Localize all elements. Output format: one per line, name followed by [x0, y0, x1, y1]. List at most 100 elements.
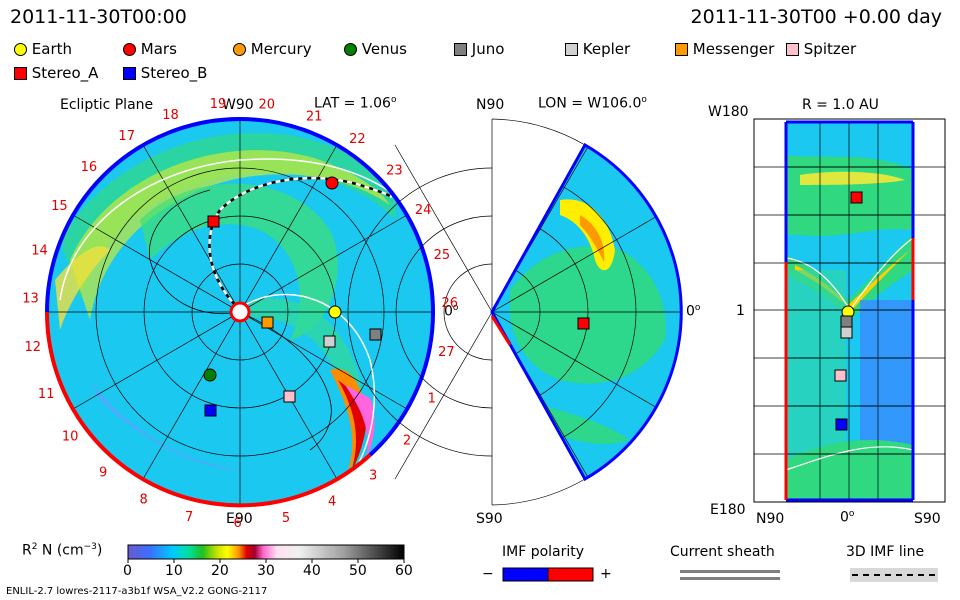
carrington-label: 10 [62, 429, 79, 444]
carrington-label: 25 [434, 248, 451, 263]
carrington-label: 3 [369, 468, 377, 483]
ecliptic-bottom-label: E90 [226, 511, 253, 527]
messenger-marker [261, 316, 274, 329]
polarity-rim-negative [45, 117, 435, 313]
imf-plus: + [600, 566, 612, 582]
current-sheath-line-2 [244, 293, 376, 471]
mars-marker [325, 176, 339, 190]
radial-spitzer-marker [834, 369, 847, 382]
earth-marker [328, 305, 342, 319]
meridional-rim-positive [490, 315, 512, 346]
carrington-label: 18 [162, 108, 179, 123]
colorbar-tick-20: 20 [211, 563, 229, 579]
carrington-label: 8 [139, 493, 147, 508]
imf-line-title: 3D IMF line [846, 544, 925, 560]
earth-marker-icon [14, 43, 27, 56]
carrington-label: 16 [81, 160, 98, 175]
current-sheath-title: Current sheath [670, 544, 775, 560]
legend-juno: Juno [454, 40, 504, 58]
imf-line-dash [208, 176, 393, 309]
density-band-yellow [70, 150, 390, 320]
carrington-label: 7 [185, 510, 193, 525]
legend-stereo-b: Stereo_B [123, 64, 207, 82]
current-sheath-swatch-1 [680, 570, 780, 573]
colorbar [127, 544, 405, 560]
carrington-label: 1 [428, 391, 436, 406]
radial-x-right: S90 [914, 511, 941, 527]
colorbar-tick-60: 60 [395, 563, 413, 579]
density-band-inner [140, 183, 338, 340]
carrington-label: 27 [438, 345, 455, 360]
carrington-label: 4 [328, 495, 336, 510]
carrington-label: 15 [51, 199, 68, 214]
radial-frame [753, 118, 946, 503]
colorbar-tick-30: 30 [257, 563, 275, 579]
colorbar-label: R2 N (cm−3) [22, 542, 103, 559]
imf-positive-swatch [547, 567, 594, 582]
meridional-rim [490, 142, 683, 482]
venus-marker [203, 368, 217, 382]
venus-marker-icon [344, 43, 357, 56]
ecliptic-lat-label: LAT = 1.06o [314, 95, 397, 112]
radial-stereo-a-marker [850, 191, 863, 204]
imf-negative-swatch [502, 567, 549, 582]
legend-mercury: Mercury [233, 40, 312, 58]
radial-x-mid: 0o [840, 509, 855, 526]
radial-bottom-label: E180 [710, 502, 746, 518]
mars-marker-icon [123, 43, 136, 56]
stereo-a-marker-icon [14, 67, 27, 80]
carrington-label: 9 [99, 465, 107, 480]
radial-kepler-marker [840, 326, 853, 339]
meridional-stereo-a-marker [577, 317, 590, 330]
legend-kepler: Kepler [565, 40, 630, 58]
stereo-b-marker [204, 404, 217, 417]
datetime-right: 2011-11-30T00 +0.00 day [690, 6, 942, 28]
mercury-marker-icon [233, 43, 246, 56]
radial-top-label: W180 [708, 104, 749, 120]
carrington-label: 20 [259, 98, 276, 113]
spitzer-marker [283, 390, 296, 403]
carrington-label: 22 [349, 132, 366, 147]
carrington-label: 14 [31, 243, 48, 258]
colorbar-tick-0: 0 [123, 563, 132, 579]
ecliptic-right-label: 0o [444, 303, 459, 320]
imf-minus: − [482, 566, 494, 582]
kepler-marker [323, 335, 336, 348]
meridional-right-label: 0o [686, 303, 701, 320]
meridional-lon-label: LON = W106.0o [538, 95, 647, 112]
stereo-b-marker-icon [123, 67, 136, 80]
juno-marker [369, 328, 382, 341]
imf-line-swatch-bg [850, 568, 938, 582]
polarity-rim-positive [44, 311, 372, 508]
parker-spiral-1 [148, 189, 241, 315]
stereo-a-marker [207, 215, 220, 228]
carrington-labels: 19 20212223242526271234567891011121314151… [22, 97, 458, 531]
carrington-label: 6 [233, 516, 241, 531]
carrington-label: 13 [22, 291, 39, 306]
legend-venus: Venus [344, 40, 407, 58]
spitzer-marker-icon [786, 43, 799, 56]
carrington-label: 5 [282, 511, 290, 526]
legend-spitzer: Spitzer [786, 40, 856, 58]
datetime-left: 2011-11-30T00:00 [10, 6, 187, 28]
carrington-label: 21 [306, 110, 323, 125]
legend-earth: Earth [14, 40, 72, 58]
colorbar-tick-50: 50 [349, 563, 367, 579]
footer-version: ENLIL-2.7 lowres-2117-a3b1f WSA_V2.2 GON… [6, 586, 268, 597]
carrington-label: 23 [386, 164, 403, 179]
legend-mars: Mars [123, 40, 177, 58]
carrington-label: 26 [442, 296, 459, 311]
carrington-label: 2 [403, 433, 411, 448]
radial-stereo-b-marker [835, 418, 848, 431]
density-high-pink [345, 385, 375, 460]
radial-blue-right [860, 300, 913, 450]
carrington-label: 19 [210, 97, 227, 112]
carrington-label: 12 [25, 340, 42, 355]
ecliptic-plane-panel [44, 117, 436, 508]
carrington-label: 24 [415, 203, 432, 218]
density-band-east [250, 298, 364, 500]
meridional-top-label: N90 [476, 97, 505, 113]
radial-r-label: R = 1.0 AU [802, 97, 879, 113]
legend-messenger: Messenger [675, 40, 774, 58]
